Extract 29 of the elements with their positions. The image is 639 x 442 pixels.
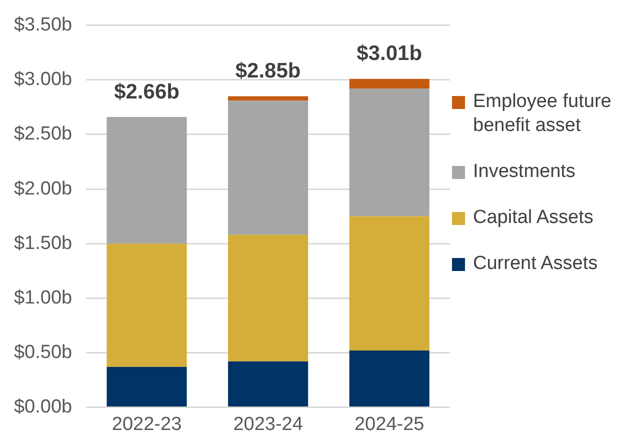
total-label: $3.01b <box>356 42 422 66</box>
y-tick-label: $2.00b <box>14 178 72 200</box>
y-tick-label: $1.50b <box>14 232 72 254</box>
y-tick-label: $1.00b <box>14 287 72 308</box>
y-tick-label: $2.50b <box>14 124 72 145</box>
x-tick-label: 2023-24 <box>233 414 304 435</box>
bar <box>228 234 308 362</box>
legend-label: Current Assets <box>473 252 598 276</box>
x-tick-label: 2024-25 <box>354 414 424 435</box>
total-label: $2.66b <box>114 80 180 104</box>
legend-label: Capital Assets <box>473 206 594 230</box>
y-tick-label: $0.00b <box>14 396 72 418</box>
bar <box>106 366 187 406</box>
bar <box>228 96 308 101</box>
bar <box>228 361 308 406</box>
bar <box>106 117 187 244</box>
bar <box>349 350 430 406</box>
x-tick-label: 2022-23 <box>112 414 182 435</box>
bar <box>349 78 430 89</box>
bar <box>106 244 187 367</box>
legend-label: Investments <box>473 160 576 184</box>
y-tick-label: $0.50b <box>14 342 72 363</box>
y-tick-label: $3.00b <box>14 69 72 90</box>
legend-label: Employee future benefit asset <box>473 90 612 138</box>
total-label: $2.85b <box>235 60 301 83</box>
bar <box>349 216 430 350</box>
y-tick-label: $3.50b <box>14 14 72 36</box>
bar <box>349 88 430 216</box>
bar <box>228 100 308 235</box>
